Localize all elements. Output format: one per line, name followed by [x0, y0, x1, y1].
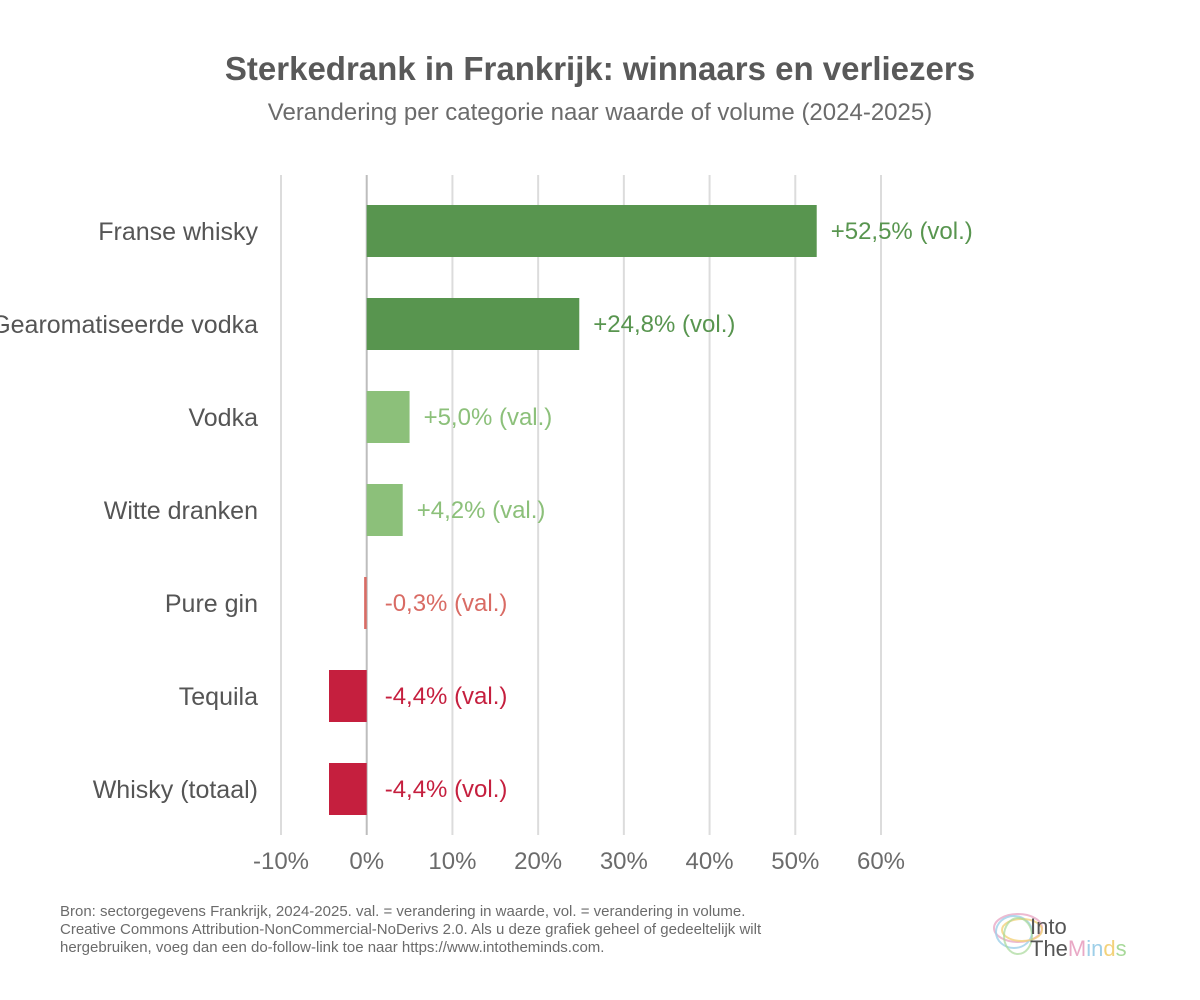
source-note: Bron: sectorgegevens Frankrijk, 2024-202… [60, 903, 940, 957]
x-tick-label-2: 10% [428, 848, 476, 875]
category-label-3: Witte dranken [104, 497, 258, 525]
bar-0 [366, 205, 817, 257]
source-line-3: hergebruiken, voeg dan een do-follow-lin… [60, 939, 605, 956]
bar-6 [329, 763, 367, 815]
data-label-6: -4,4% (vol.) [385, 776, 508, 803]
chart-subtitle: Verandering per categorie naar waarde of… [267, 99, 933, 126]
source-line-2: Creative Commons Attribution-NonCommerci… [60, 921, 762, 938]
bar-chart: -10% 0% 10% 20% 30% 40% 50% 60% Franse whisky +52… [0, 175, 973, 875]
category-label-2: Vodka [188, 404, 258, 432]
brain-icon [993, 913, 1043, 955]
data-label-1: +24,8% (vol.) [593, 311, 735, 338]
logo-text-into: Into [1030, 914, 1067, 939]
bar-4 [364, 577, 367, 629]
category-label-5: Tequila [179, 683, 258, 711]
data-label-4: -0,3% (val.) [385, 590, 508, 617]
bar-3 [366, 484, 403, 536]
x-tick-label-3: 20% [514, 848, 562, 875]
x-tick-label-1: 0% [349, 848, 384, 875]
source-line-1: Bron: sectorgegevens Frankrijk, 2024-202… [60, 903, 746, 920]
bar-2 [366, 391, 410, 443]
intotheminds-logo: Into TheMinds [988, 906, 1148, 966]
bar-1 [366, 298, 580, 350]
logo-text-theminds: TheMinds [1030, 938, 1127, 960]
x-tick-label-0: -10% [253, 848, 309, 875]
x-tick-label-6: 50% [771, 848, 819, 875]
data-label-0: +52,5% (vol.) [831, 218, 973, 245]
logo-text-minds: Minds [1067, 936, 1127, 961]
bar-5 [329, 670, 367, 722]
category-label-4: Pure gin [165, 590, 258, 618]
category-label-0: Franse whisky [98, 218, 258, 246]
data-label-2: +5,0% (val.) [424, 404, 553, 431]
logo-text-the: The [1030, 936, 1068, 961]
category-label-1: Gearomatiseerde vodka [0, 311, 258, 339]
x-tick-label-4: 30% [600, 848, 648, 875]
category-label-6: Whisky (totaal) [93, 776, 258, 804]
x-tick-label-5: 40% [686, 848, 734, 875]
x-tick-label-7: 60% [857, 848, 905, 875]
data-label-3: +4,2% (val.) [417, 497, 546, 524]
data-label-5: -4,4% (val.) [385, 683, 508, 710]
chart-title: Sterkedrank in Frankrijk: winnaars en ve… [224, 50, 976, 87]
